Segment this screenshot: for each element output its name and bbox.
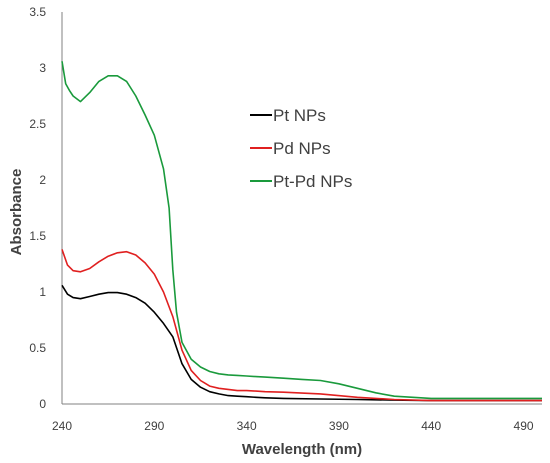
x-tick-label: 440 xyxy=(421,419,441,433)
y-tick-label: 2 xyxy=(39,173,46,187)
y-tick-label: 1 xyxy=(39,285,46,299)
x-tick-label: 490 xyxy=(514,419,534,433)
legend: Pt NPs Pd NPs Pt-Pd NPs xyxy=(250,106,352,191)
x-axis-title: Wavelength (nm) xyxy=(242,441,362,458)
legend-label: Pt-Pd NPs xyxy=(273,172,352,191)
x-tick-label: 390 xyxy=(329,419,349,433)
x-tick-labels: 240 290 340 390 440 490 xyxy=(52,419,534,433)
x-tick-label: 290 xyxy=(144,419,164,433)
y-axis-title: Absorbance xyxy=(8,169,25,256)
legend-label: Pt NPs xyxy=(273,106,326,125)
series-line-2 xyxy=(61,61,542,400)
y-tick-label: 3.5 xyxy=(29,5,46,19)
y-tick-label: 0.5 xyxy=(29,341,46,355)
series-line-0 xyxy=(61,284,542,402)
y-tick-labels: 0 0.5 1 1.5 2 2.5 3 3.5 xyxy=(29,5,46,411)
y-tick-label: 3 xyxy=(39,61,46,75)
y-tick-label: 0 xyxy=(39,397,46,411)
series-lines xyxy=(61,61,542,402)
axes xyxy=(61,12,542,405)
y-tick-label: 2.5 xyxy=(29,117,46,131)
series-line-1 xyxy=(61,249,542,402)
x-tick-label: 340 xyxy=(237,419,257,433)
x-tick-label: 240 xyxy=(52,419,72,433)
legend-label: Pd NPs xyxy=(273,139,331,158)
y-tick-label: 1.5 xyxy=(29,229,46,243)
